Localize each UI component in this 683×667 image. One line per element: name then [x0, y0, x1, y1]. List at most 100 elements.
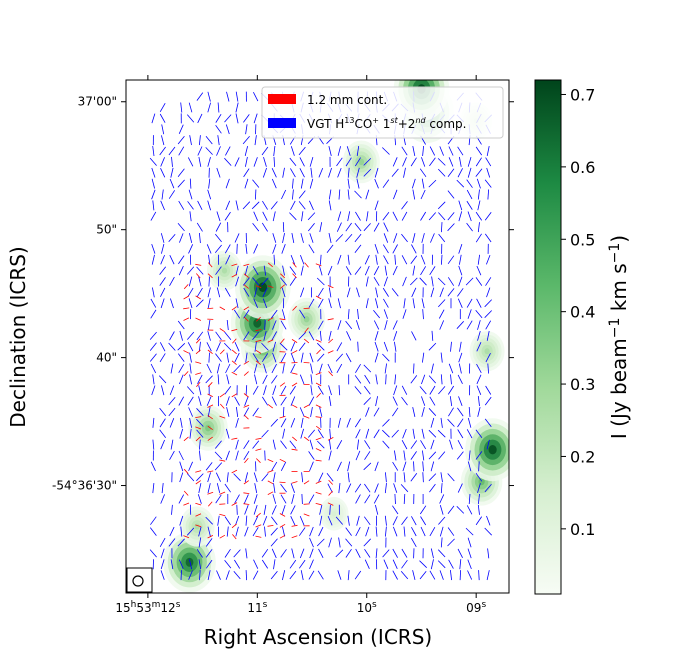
vgt-vector [299, 515, 305, 526]
vgt-vector [486, 570, 490, 581]
vgt-vector [467, 548, 472, 559]
vgt-vector [467, 156, 472, 167]
legend-swatch-vgt [268, 118, 296, 128]
vgt-vector [465, 277, 474, 286]
vgt-vector [475, 168, 483, 177]
vgt-vector [270, 570, 278, 580]
vgt-vector [447, 223, 455, 232]
vgt-vector [354, 418, 362, 428]
vgt-vector [272, 494, 277, 504]
continuum-vector [315, 437, 322, 441]
vgt-vector [281, 287, 286, 298]
vgt-vector [253, 92, 259, 102]
vgt-vector [262, 167, 267, 178]
vgt-vector [214, 462, 223, 471]
vgt-vector [281, 189, 287, 200]
vgt-vector [364, 483, 371, 493]
vgt-vector [383, 559, 389, 569]
vgt-vector [261, 277, 269, 286]
x-tick-label: 11s [247, 600, 267, 615]
vgt-vector [272, 385, 277, 396]
vgt-vector [233, 571, 241, 580]
vgt-vector [264, 319, 266, 331]
vgt-vector [413, 461, 415, 472]
continuum-vector [207, 501, 213, 507]
vgt-vector [487, 363, 489, 374]
vgt-vector [199, 439, 201, 450]
vgt-vector [170, 167, 174, 178]
vgt-vector [363, 168, 372, 177]
vgt-vector [337, 167, 342, 178]
intensity-contour [488, 445, 497, 455]
vgt-vector [373, 309, 381, 319]
legend-label-vgt: VGT H13CO+ 1st+2nd comp. [307, 116, 466, 131]
continuum-vector [195, 480, 201, 485]
continuum-vector [327, 502, 334, 506]
vgt-vector [282, 265, 285, 276]
continuum-vector [279, 481, 286, 483]
continuum-vector [327, 350, 334, 354]
vgt-vector [207, 298, 211, 309]
vgt-vector [365, 189, 370, 200]
vgt-vector [186, 266, 195, 275]
vgt-vector [486, 146, 490, 156]
vgt-vector [299, 168, 305, 178]
intensity-contour [185, 557, 194, 567]
vgt-vector [215, 494, 222, 504]
vgt-vector [224, 157, 232, 166]
vgt-vector [299, 407, 305, 417]
vgt-vector [420, 254, 426, 265]
vgt-vector [235, 450, 239, 461]
vgt-vector [319, 330, 322, 341]
vgt-vector [224, 331, 232, 341]
vgt-vector [458, 363, 462, 374]
vgt-vector [280, 385, 287, 395]
colorbar-tick-label: 0.4 [570, 303, 595, 322]
vgt-vector [243, 114, 250, 123]
continuum-vector [207, 349, 213, 355]
vgt-vector [374, 461, 379, 472]
vgt-vector [363, 462, 372, 471]
vgt-vector [430, 461, 435, 472]
vgt-vector [252, 385, 259, 395]
continuum-vector [244, 458, 249, 464]
vgt-vector [245, 156, 248, 167]
vgt-vector [254, 341, 257, 352]
vgt-vector [299, 548, 305, 559]
continuum-vector [256, 458, 261, 463]
vgt-vector [477, 200, 481, 211]
vgt-vector [335, 516, 344, 525]
vgt-vector [159, 266, 167, 275]
vgt-vector [196, 331, 204, 341]
continuum-vector [183, 490, 189, 496]
vgt-vector [196, 287, 203, 297]
continuum-vector [231, 263, 238, 267]
vgt-vector [466, 179, 473, 188]
vgt-vector [161, 385, 165, 396]
vgt-vector [317, 342, 325, 351]
vgt-vector [475, 472, 483, 482]
vgt-vector [450, 341, 452, 352]
vgt-vector [150, 309, 157, 319]
vgt-vector [242, 136, 250, 145]
vgt-vector [364, 265, 370, 276]
vgt-vector [168, 538, 176, 547]
vgt-vector [224, 342, 232, 351]
vgt-vector [290, 505, 296, 515]
continuum-vector [315, 459, 322, 462]
vgt-vector [382, 353, 390, 362]
continuum-vector [207, 425, 213, 431]
vgt-vector [160, 254, 165, 265]
vgt-vector [354, 570, 362, 580]
vgt-vector [224, 548, 231, 558]
vgt-vector [244, 146, 248, 156]
intensity-contour [221, 267, 228, 274]
vgt-vector [273, 254, 275, 265]
vgt-vector [186, 114, 195, 123]
vgt-vector [346, 483, 352, 493]
continuum-vector [243, 480, 250, 485]
vgt-vector [253, 559, 259, 569]
vgt-vector [347, 309, 350, 320]
vgt-vector [216, 570, 221, 580]
